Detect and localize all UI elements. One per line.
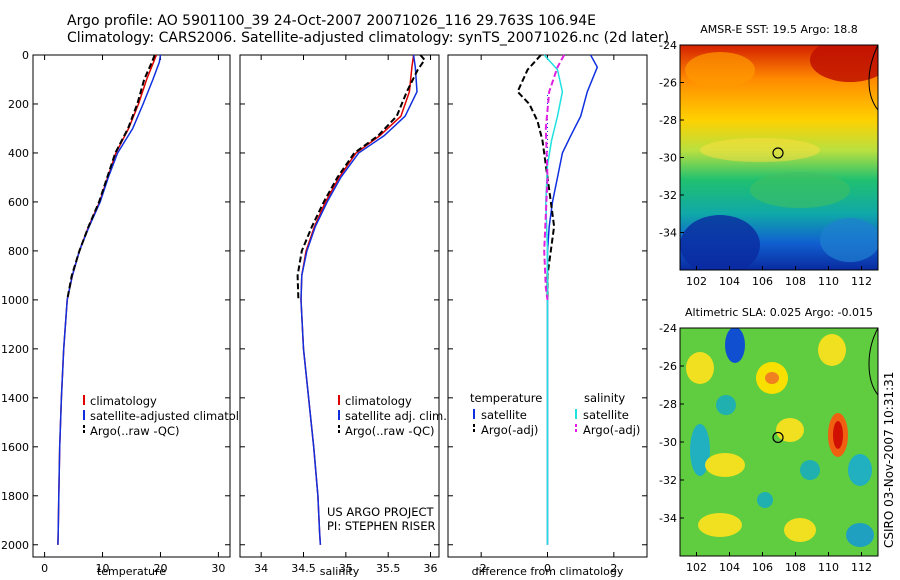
sla_map-ytick-label: -30 [659,436,677,449]
difference-series-satellite-salinity [543,54,564,545]
temperature-xtick-label: 0 [41,562,48,575]
temperature-series-satellite-adjusted-climatology [57,54,162,545]
sst_map-ytick-label: -28 [659,114,677,127]
difference-legend-label: satellite [583,408,629,422]
depth-tick-label: 2000 [1,539,29,552]
temperature-xtick-label: 20 [153,562,167,575]
depth-tick-label: 200 [8,98,29,111]
temperature-xtick-label: 10 [96,562,110,575]
sla_map-xtick-label: 112 [851,561,872,574]
salinity-xtick-label: 35 [339,562,353,575]
difference-series-argo-adj-salinity [543,54,565,301]
sst_map-xtick-label: 110 [818,275,839,288]
depth-tick-label: 0 [22,49,29,62]
sla_map-ytick-label: -32 [659,474,677,487]
sla_map-ytick-label: -24 [659,322,677,335]
sst-map-patches [680,45,878,270]
depth-tick-label: 1800 [1,490,29,503]
temperature-legend-label: satellite-adjusted climatology [90,409,260,423]
sla-map-panel: Altimetric SLA: 0.025 Argo: -0.015 102 104… [659,306,879,574]
difference-series-argo-adj-temperature [516,54,556,300]
sst_map-argo-position-marker [772,147,784,159]
depth-tick-label: 600 [8,196,29,209]
difference-legend-heading-temperature: temperature [470,391,542,405]
salinity-plot-frame [239,54,440,558]
credit-text: CSIRO 03-Nov-2007 10:31:31 [882,372,896,548]
depth-tick-label: 400 [8,147,29,160]
sst_map-ytick-label: -32 [659,189,677,202]
sst_map-ytick-label: -30 [659,152,677,165]
difference-legend-heading-salinity: salinity [584,391,625,405]
difference-legend-label: Argo(-adj) [583,423,640,437]
sst-coastline [868,44,879,111]
salinity-panel: 34 34.5 35 35.5 36 salinity climatologysatelli… [239,54,447,578]
project-line2: PI: STEPHEN RISER [327,519,436,533]
temperature-axis-label: temperature [97,565,166,578]
sst-map-panel: AMSR-E SST: 19.5 Argo: 18.8 102 104 106 108 1… [659,23,879,288]
salinity-xtick-label: 34 [254,562,268,575]
temperature-panel: 0 10 20 30 0 200 400 600 800 1000 1200 1400 1600 1800… [1,49,260,578]
salinity-series-argo-raw-qc [296,54,426,300]
sla_map-ytick-label: -26 [659,360,677,373]
depth-tick-label: 1400 [1,392,29,405]
sla_map-title: Altimetric SLA: 0.025 Argo: -0.015 [685,306,873,319]
sla_map-argo-position-marker [772,431,784,444]
sst_map-xtick-label: 112 [851,275,872,288]
sla_map-xtick-label: 108 [785,561,806,574]
sst_map-xtick-label: 108 [785,275,806,288]
difference-legend-label: satellite [481,408,527,422]
depth-tick-label: 1600 [1,441,29,454]
sst_map-xtick-label: 104 [719,275,740,288]
salinity-xtick-label: 35.5 [376,562,401,575]
temperature-series-argo-raw-qc [66,54,156,301]
difference-xtick-label: 0 [544,562,551,575]
project-line1: US ARGO PROJECT [327,505,435,519]
salinity-xtick-label: 36 [424,562,438,575]
salinity-axis-label: salinity [320,565,360,578]
sst_map-ytick-label: -34 [659,227,677,240]
sst_map-title: AMSR-E SST: 19.5 Argo: 18.8 [700,23,858,36]
salinity-legend-label: Argo(..raw -QC) [345,424,435,438]
salinity-series-satellite-adj-clim [300,54,418,545]
sla_map-xtick-label: 110 [818,561,839,574]
sst_map-xtick-label: 106 [752,275,773,288]
sst_map-ytick-label: -26 [659,77,677,90]
difference-xtick-label: 2 [610,562,617,575]
salinity-legend-label: satellite adj. clim. [345,409,447,423]
depth-tick-label: 800 [8,245,29,258]
temperature-plot-frame [32,54,231,558]
temperature-legend-label: Argo(..raw -QC) [90,424,180,438]
sla_map-xtick-label: 102 [686,561,707,574]
salinity-xtick-label: 34.5 [291,562,316,575]
sla_map-ytick-label: -28 [659,398,677,411]
sla_map-ytick-label: -34 [659,512,677,525]
sla-coastline [868,327,879,396]
sla_map-xtick-label: 104 [719,561,740,574]
figure-title-line2: Climatology: CARS2006. Satellite-adjuste… [67,30,669,46]
temperature-legend-label: climatology [90,394,157,408]
depth-tick-label: 1200 [1,343,29,356]
sst_map-xtick-label: 102 [686,275,707,288]
sla-map-patches [686,328,874,547]
figure-title-line1: Argo profile: AO 5901100_39 24-Oct-2007 … [67,13,596,29]
difference-axis-label: difference from climatology [472,565,624,578]
sst_map-ytick-label: -24 [659,39,677,52]
temperature-xtick-label: 30 [211,562,225,575]
salinity-legend-label: climatology [345,394,412,408]
depth-tick-label: 1000 [1,294,29,307]
difference-xtick-label: -2 [476,562,487,575]
sla_map-xtick-label: 106 [752,561,773,574]
difference-legend-label: Argo(-adj) [481,423,538,437]
